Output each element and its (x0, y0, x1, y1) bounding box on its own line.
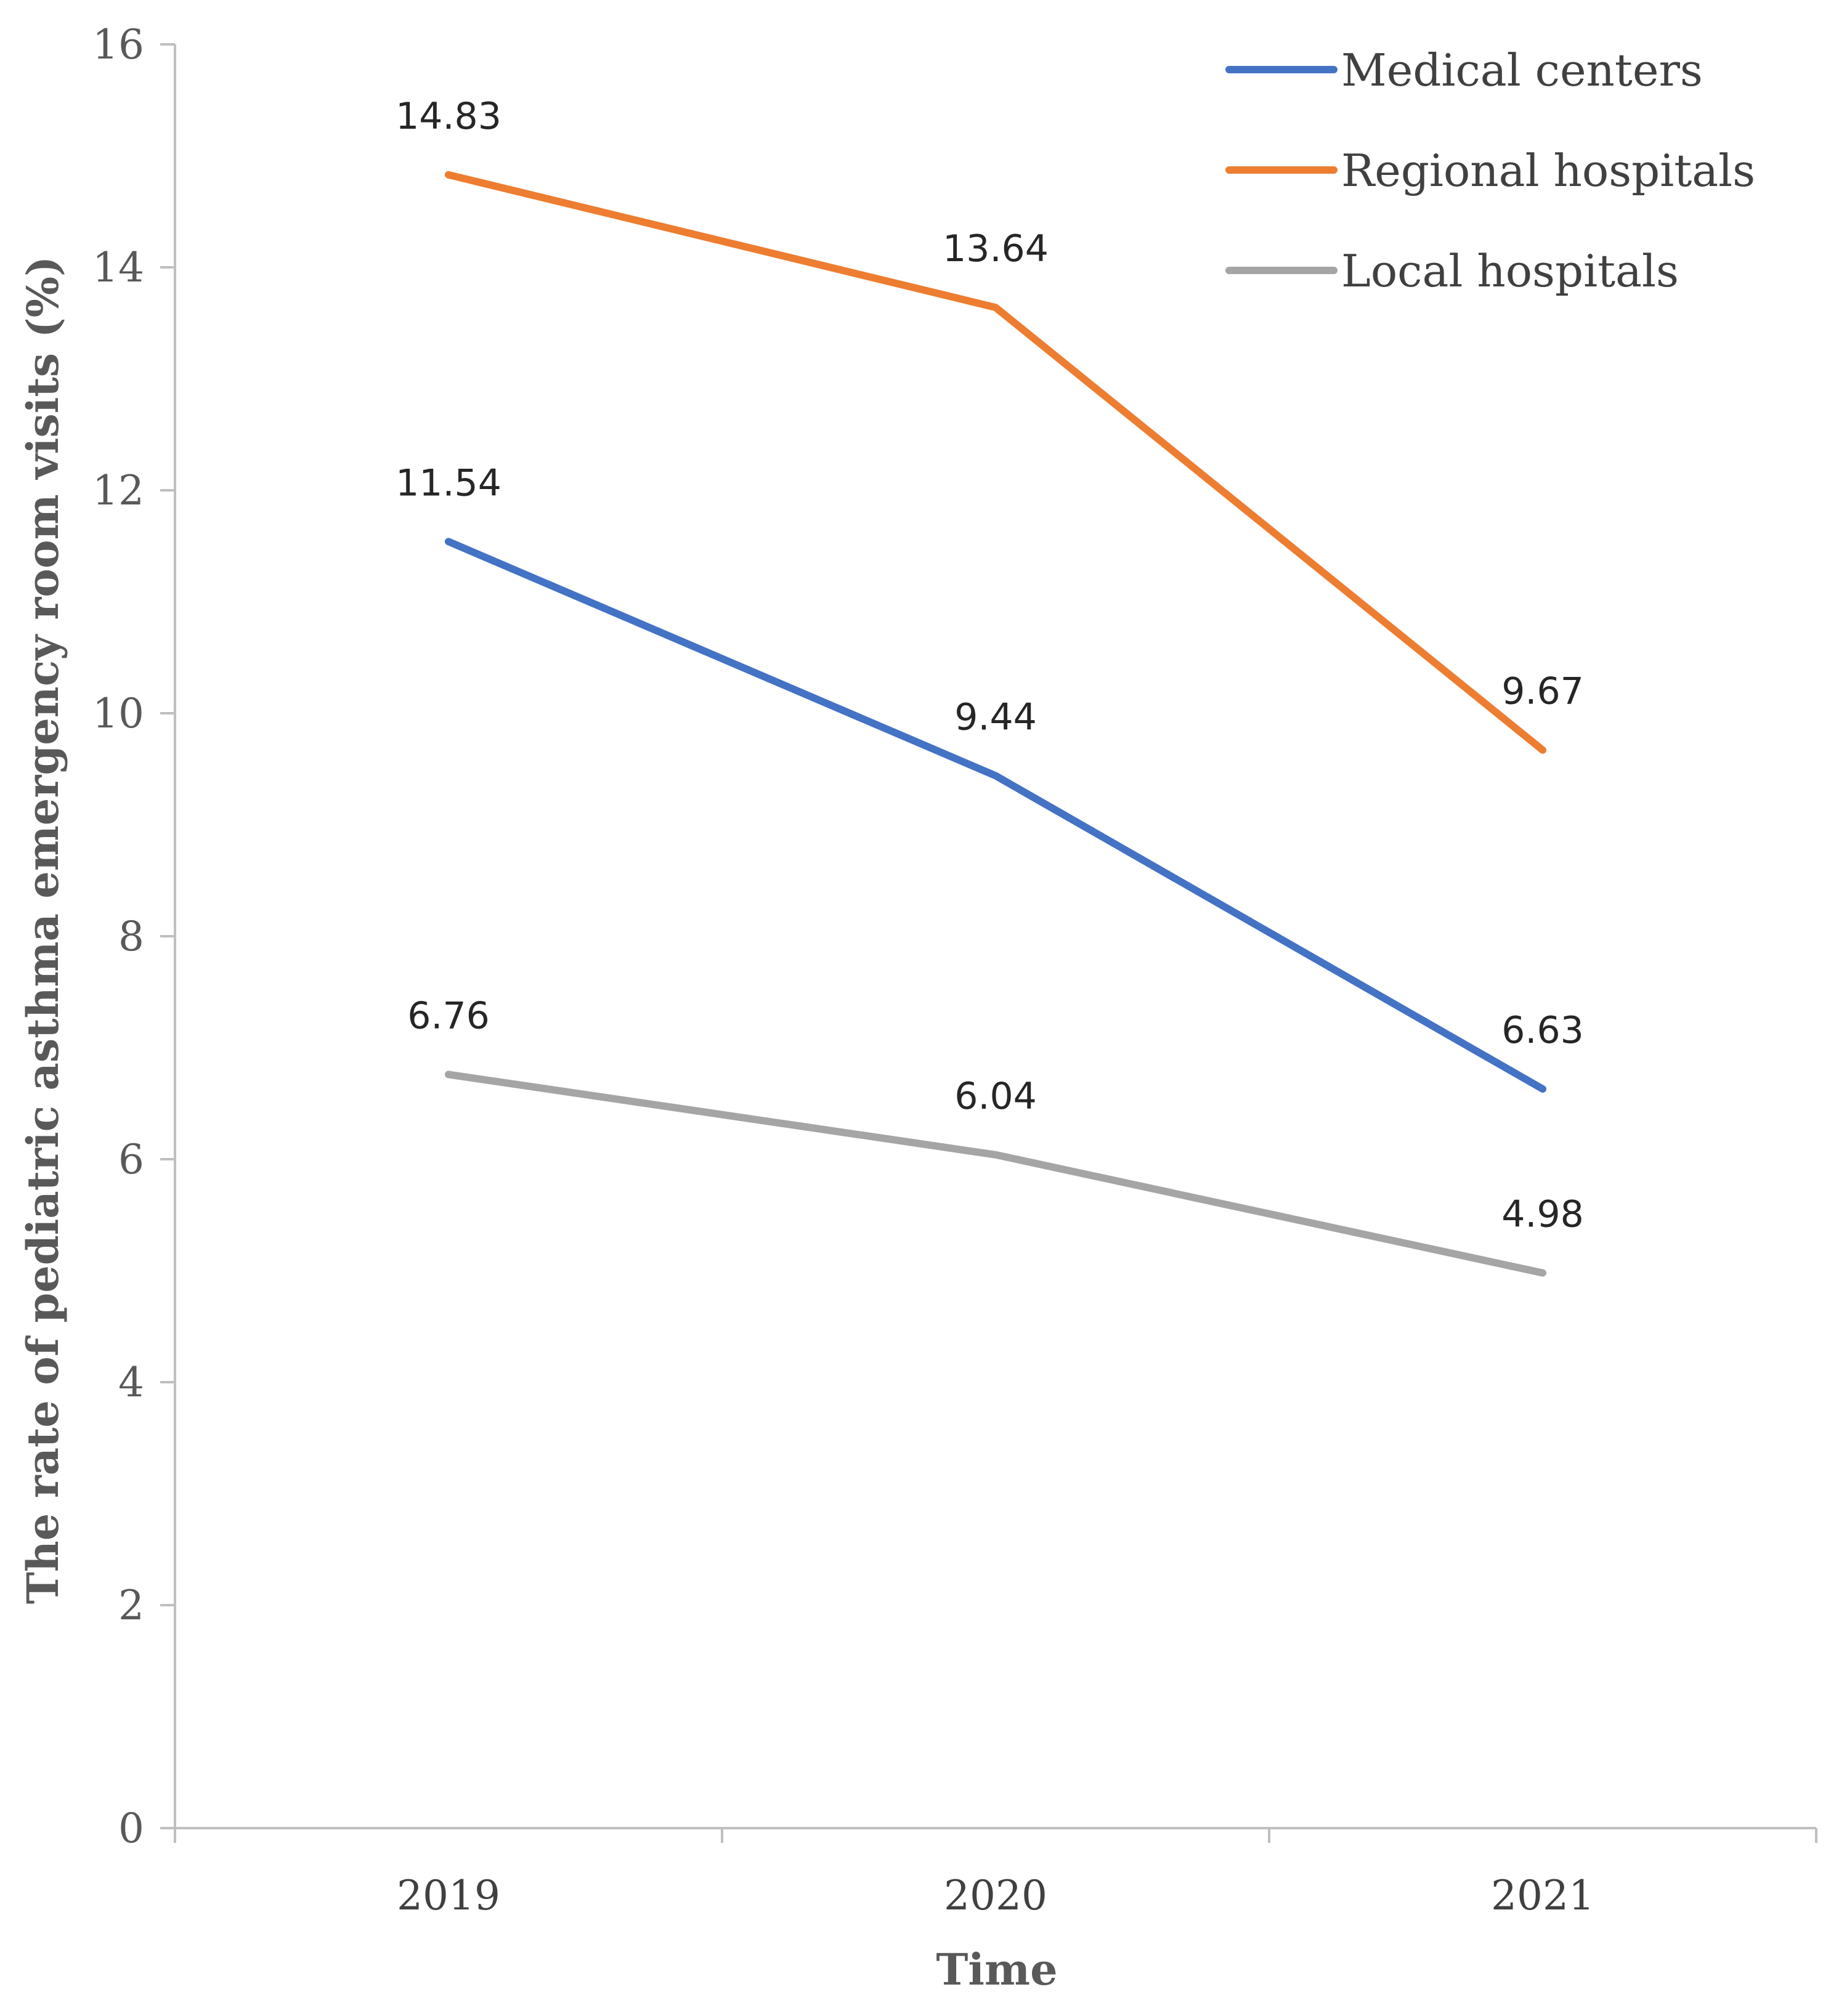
data-point (1542, 749, 1543, 751)
legend-label: Regional hospitals (1341, 145, 1755, 196)
legend-label: Local hospitals (1341, 245, 1679, 297)
data-label: 6.76 (407, 994, 490, 1037)
x-tick-label: 2020 (944, 1872, 1047, 1919)
y-tick-label: 4 (118, 1359, 144, 1406)
data-labels: 11.54 9.44 6.63 14.83 13.64 9.67 6.76 6.04 4.98 (396, 95, 1584, 1236)
x-tick-label: 2021 (1491, 1872, 1594, 1919)
data-label: 11.54 (396, 461, 501, 504)
data-point (995, 1154, 996, 1156)
axes: 0 2 4 6 8 10 12 14 16 2019 2020 2021 (92, 21, 1817, 1919)
series-line-0 (445, 538, 1546, 1093)
data-label: 9.67 (1501, 670, 1584, 713)
legend-label: Medical centers (1341, 44, 1703, 96)
data-point (448, 174, 449, 176)
y-tick-label: 14 (92, 244, 144, 291)
x-tick-label: 2019 (397, 1872, 500, 1919)
data-label: 9.44 (954, 695, 1037, 739)
y-tick-label: 0 (118, 1805, 144, 1852)
y-axis-title: The rate of pediatric asthma emergency r… (17, 256, 68, 1604)
data-point (995, 307, 996, 309)
legend: Medical centers Regional hospitals Local h… (1225, 44, 1755, 297)
data-label: 6.63 (1501, 1009, 1584, 1052)
x-axis-title: Time (936, 1944, 1057, 1995)
data-point (1542, 1088, 1543, 1090)
data-label: 4.98 (1501, 1193, 1584, 1236)
y-tick-label: 12 (92, 467, 144, 514)
data-point (448, 1074, 449, 1075)
y-tick-label: 16 (92, 21, 144, 68)
y-tick-label: 2 (118, 1582, 144, 1629)
data-point (448, 541, 449, 543)
data-label: 6.04 (954, 1075, 1037, 1118)
y-tick-label: 6 (118, 1136, 144, 1183)
data-label: 14.83 (396, 95, 501, 138)
series-lines (445, 171, 1546, 1277)
y-tick-label: 10 (92, 690, 144, 737)
data-point (995, 775, 996, 777)
data-point (1542, 1272, 1543, 1274)
data-label: 13.64 (943, 227, 1049, 270)
y-tick-label: 8 (118, 913, 144, 960)
